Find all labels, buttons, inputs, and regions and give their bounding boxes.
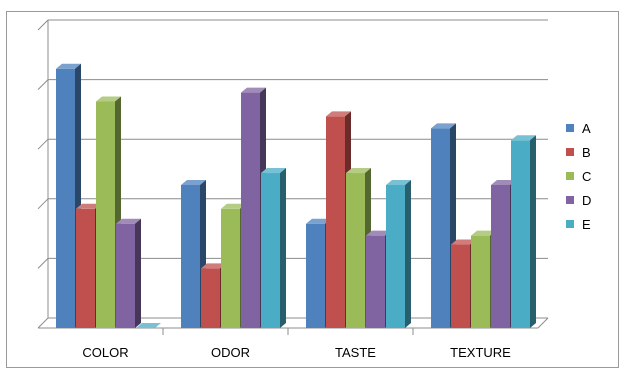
bar-color-d <box>116 218 141 328</box>
bar-top <box>221 203 246 209</box>
legend-item-c: C <box>566 169 591 184</box>
floor-right-edge <box>537 317 549 329</box>
legend-label: C <box>582 169 591 184</box>
legend-swatch <box>566 196 574 204</box>
gridline-side <box>37 258 49 269</box>
bar-front <box>76 208 95 328</box>
x-axis-labels: COLOR ODOR TASTE TEXTURE <box>82 345 511 360</box>
bar-side <box>530 135 536 328</box>
bar-side <box>135 218 141 328</box>
bar-top <box>261 168 286 174</box>
bar-front <box>346 173 365 328</box>
gridline-side <box>37 19 49 31</box>
bar-front <box>261 173 280 328</box>
bar-front <box>201 268 220 328</box>
legend-swatch <box>566 220 574 228</box>
gridline-side <box>37 198 49 210</box>
legend-swatch <box>566 148 574 156</box>
legend-item-a: A <box>566 121 591 136</box>
bar-top <box>96 96 121 102</box>
bar-color-e <box>136 323 161 328</box>
bar-top <box>306 218 331 224</box>
bar-front <box>96 101 115 329</box>
bar-front <box>56 68 75 329</box>
x-axis-label-taste: TASTE <box>335 345 376 360</box>
legend-item-b: B <box>566 145 591 160</box>
bar-top <box>76 203 101 209</box>
bar-front <box>386 184 405 328</box>
bar-front <box>181 184 200 328</box>
bar-front <box>431 128 450 328</box>
bars <box>56 63 536 329</box>
bar-side <box>405 179 411 328</box>
bar-top <box>241 87 266 93</box>
bar-odor-a <box>181 179 206 328</box>
legend-label: E <box>582 217 591 232</box>
bar-front <box>491 184 510 328</box>
bar-top <box>181 179 206 185</box>
bar-side <box>280 168 286 328</box>
bar-front <box>221 208 240 328</box>
gridline-side <box>37 138 49 150</box>
bar-front <box>511 140 530 328</box>
legend-item-d: D <box>566 193 591 208</box>
bar-top <box>346 168 371 174</box>
bar-front <box>326 116 345 328</box>
bar-top <box>116 218 141 224</box>
x-axis-label-texture: TEXTURE <box>450 345 511 360</box>
bar-front <box>116 223 135 328</box>
bar-front <box>471 235 490 328</box>
bar-front <box>451 244 470 328</box>
legend-label: B <box>582 145 591 160</box>
bar-front <box>306 223 325 328</box>
legend-label: A <box>582 121 591 136</box>
bar-top <box>431 123 456 129</box>
legend-label: D <box>582 193 591 208</box>
bar-texture-e <box>511 135 536 328</box>
bar-top <box>326 111 351 117</box>
bar-front <box>241 92 260 328</box>
bar-top <box>451 239 476 245</box>
gridline-side <box>37 79 49 90</box>
gridline-side <box>37 317 49 329</box>
legend-item-e: E <box>566 217 591 232</box>
bar-top <box>56 63 81 69</box>
bar-front <box>366 235 385 328</box>
bar-top <box>201 263 226 269</box>
bar-top <box>511 135 536 141</box>
bar-top <box>471 230 496 236</box>
x-axis-label-color: COLOR <box>82 345 128 360</box>
legend-swatch <box>566 172 574 180</box>
bar-top <box>386 179 411 185</box>
bar-taste-e <box>386 179 411 328</box>
bar-odor-e <box>261 168 286 328</box>
bar-top <box>136 323 161 328</box>
bar-top <box>366 230 391 236</box>
x-axis-label-odor: ODOR <box>211 345 250 360</box>
bar-top <box>491 179 516 185</box>
legend-swatch <box>566 124 574 132</box>
